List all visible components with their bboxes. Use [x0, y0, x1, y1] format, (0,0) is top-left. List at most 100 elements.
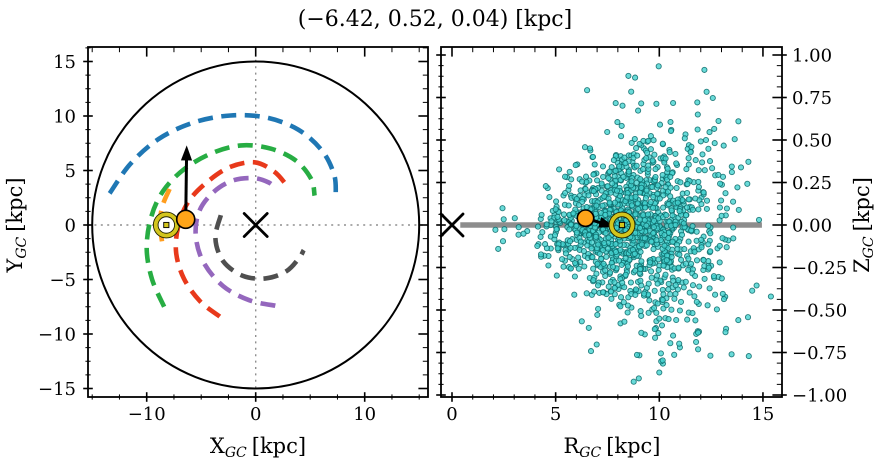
scatter-point [612, 248, 619, 256]
scatter-point [593, 270, 600, 277]
scatter-point [744, 180, 751, 187]
scatter-point [672, 282, 679, 289]
scatter-point [587, 348, 595, 355]
scatter-point [718, 275, 725, 282]
scatter-point [650, 246, 657, 253]
scatter-point [560, 263, 567, 270]
scatter-point [664, 165, 671, 172]
scatter-point [686, 289, 693, 296]
scatter-point [684, 189, 691, 197]
scatter-point [515, 224, 522, 231]
scatter-point [689, 223, 696, 230]
scatter-point [632, 193, 639, 200]
scatter-point [662, 271, 669, 278]
scatter-point [620, 299, 627, 306]
scatter-point [537, 233, 544, 240]
rz-xaxis-label-sub: GC [579, 445, 601, 461]
scatter-point [655, 266, 662, 274]
scatter-point [647, 199, 654, 206]
scatter-point [672, 150, 679, 157]
scatter-point [649, 157, 656, 164]
scatter-point [608, 295, 615, 302]
figure-title: (−6.42, 0.52, 0.04) [kpc] [298, 7, 572, 32]
rz-yaxis-label: ZGC [kpc] [850, 177, 877, 273]
scatter-point [695, 329, 702, 336]
scatter-point [566, 182, 573, 189]
scatter-point [613, 187, 621, 194]
scatter-point [655, 330, 662, 337]
scatter-point [615, 257, 623, 264]
scatter-point [705, 222, 712, 229]
scatter-point [647, 132, 654, 140]
scatter-point [670, 99, 677, 107]
scatter-point [647, 259, 654, 266]
scatter-point [660, 291, 667, 298]
scatter-point [565, 202, 572, 209]
y-tick-label: 0.75 [792, 88, 832, 109]
scatter-point [734, 184, 741, 191]
scatter-point [537, 251, 545, 258]
scatter-point [585, 231, 593, 239]
x-tick-label: 0 [446, 404, 457, 425]
scatter-point [594, 260, 601, 267]
scatter-point [717, 180, 724, 187]
scatter-point [689, 310, 696, 317]
y-tick-label: −10 [38, 325, 76, 346]
scatter-point [716, 259, 723, 266]
scatter-point [682, 278, 689, 285]
scatter-point [705, 145, 712, 152]
scatter-point [617, 294, 625, 301]
xy-xaxis-label-prefix: X [210, 434, 225, 458]
scatter-point [620, 173, 627, 180]
scatter-point [737, 164, 745, 171]
scatter-point [695, 346, 702, 353]
scatter-point [643, 242, 650, 249]
scatter-point [635, 375, 642, 382]
y-tick-label: −0.75 [792, 343, 847, 364]
scatter-point [584, 87, 591, 94]
scatter-point [698, 244, 705, 251]
scatter-point [685, 255, 692, 262]
scatter-point [665, 235, 672, 242]
scatter-point [688, 143, 695, 150]
scatter-point [607, 269, 614, 276]
scatter-point [605, 175, 612, 182]
scatter-point [678, 231, 686, 238]
scatter-point [492, 226, 499, 233]
scatter-point [666, 149, 673, 156]
y-tick-label: 15 [53, 52, 76, 73]
xy-xaxis-label: XGC [kpc] [210, 434, 306, 461]
y-tick-label: 0.25 [792, 173, 832, 194]
scatter-point [704, 302, 711, 309]
scatter-point [711, 140, 718, 147]
scatter-point [634, 200, 641, 207]
rz-yaxis-label-sub: GC [861, 236, 877, 258]
scatter-point [593, 202, 600, 209]
scatter-point [698, 236, 705, 243]
scatter-point [619, 279, 626, 286]
scatter-point [624, 263, 631, 270]
scatter-point [730, 235, 737, 242]
scatter-point [601, 239, 608, 247]
scatter-point [695, 178, 702, 185]
scatter-point [658, 322, 666, 329]
scatter-point [680, 220, 687, 227]
scatter-point [665, 316, 672, 323]
scatter-point [692, 317, 699, 324]
plot-frame [440, 46, 783, 398]
scatter-point [701, 167, 708, 174]
scatter-point [660, 204, 667, 211]
scatter-point [612, 241, 619, 248]
scatter-point [608, 288, 615, 295]
scatter-point [667, 340, 674, 347]
scatter-point [648, 238, 655, 245]
scatter-point [605, 234, 612, 241]
scatter-point [663, 257, 670, 264]
y-tick-label: 10 [53, 107, 76, 128]
scatter-point [636, 224, 644, 232]
scatter-point [542, 241, 549, 248]
y-tick-label: −5 [49, 270, 76, 291]
scatter-point [598, 255, 605, 262]
scatter-point [706, 129, 713, 136]
